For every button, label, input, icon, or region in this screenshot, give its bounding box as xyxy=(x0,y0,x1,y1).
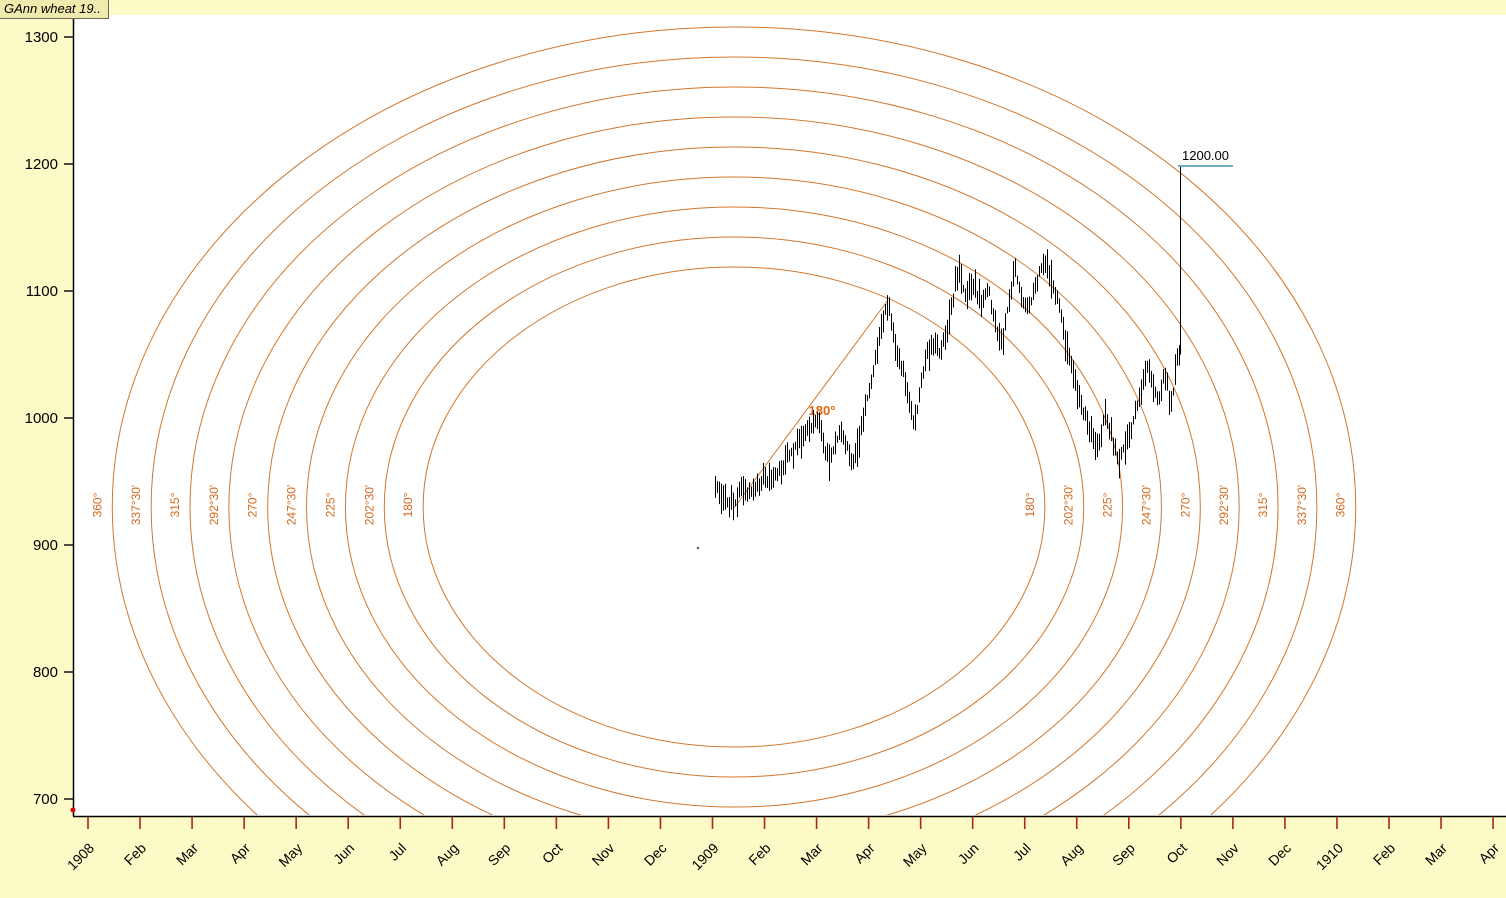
gann-ellipse-360 xyxy=(111,26,1357,815)
price-bars xyxy=(715,249,1180,521)
x-tick-label: Mar xyxy=(173,840,202,869)
trend-ray-label: 180° xyxy=(809,403,836,418)
gann-ellipses xyxy=(111,26,1357,815)
gann-ring-label-right-337.5: 337°30' xyxy=(1295,485,1309,525)
origin-marker-dot xyxy=(70,807,76,813)
y-tick-label: 1000 xyxy=(25,410,58,427)
y-tick-label: 1300 xyxy=(25,29,58,46)
gann-ellipse-202.5 xyxy=(383,236,1085,778)
price-level-label: 1200.00 xyxy=(1182,148,1229,163)
gann-ring-label-right-180: 180° xyxy=(1023,492,1037,517)
x-tick-label: 1908 xyxy=(64,840,97,873)
gann-ring-label-left-202.5: 202°30' xyxy=(362,485,376,525)
x-tick-label: Feb xyxy=(121,840,150,869)
gann-ring-label-right-315: 315° xyxy=(1256,492,1270,517)
x-tick-label: Oct xyxy=(539,840,566,867)
x-tick-label: 1909 xyxy=(688,840,721,873)
gann-ring-label-left-247.5: 247°30' xyxy=(285,485,299,525)
x-tick-label: Sep xyxy=(1109,840,1138,869)
gann-ellipse-225 xyxy=(344,206,1124,808)
price-level-group: 1200.00 xyxy=(1178,148,1233,355)
x-tick-label: Apr xyxy=(851,840,878,867)
gann-ring-label-right-247.5: 247°30' xyxy=(1139,485,1153,525)
x-tick-label: Oct xyxy=(1163,840,1190,867)
trend-ray-line[interactable] xyxy=(733,299,889,509)
gann-ring-label-right-360: 360° xyxy=(1334,492,1348,517)
gann-ring-label-left-180: 180° xyxy=(401,492,415,517)
gann-ring-label-right-270: 270° xyxy=(1178,492,1192,517)
gann-ellipse-labels: 180° 180° 202°30' 202°30' 225° 225° 247°30' 247… xyxy=(90,485,1347,525)
y-tick-label: 700 xyxy=(33,791,58,808)
x-tick-label: Sep xyxy=(485,840,514,869)
gann-ellipse-247.5 xyxy=(306,176,1162,815)
x-tick-label: Jul xyxy=(1010,840,1034,864)
x-axis-ticks: 1908 Feb Mar Apr May Jun Jul Aug Sep Oct Nov Dec 190… xyxy=(64,817,1502,873)
x-tick-label: Feb xyxy=(1370,840,1399,869)
y-tick-label: 800 xyxy=(33,664,58,681)
x-tick-label: Jun xyxy=(330,840,357,867)
gann-ellipse-315 xyxy=(189,86,1279,815)
gann-ring-label-left-337.5: 337°30' xyxy=(129,485,143,525)
gann-ring-label-left-270: 270° xyxy=(246,492,260,517)
gann-ring-label-right-225: 225° xyxy=(1101,492,1115,517)
gann-ellipse-180 xyxy=(422,266,1046,748)
gann-ring-label-left-315: 315° xyxy=(168,492,182,517)
gann-ellipse-270 xyxy=(267,146,1201,815)
x-tick-label: Jun xyxy=(955,840,982,867)
gann-ring-label-left-225: 225° xyxy=(323,492,337,517)
x-tick-label: Dec xyxy=(641,840,670,869)
x-tick-label: Nov xyxy=(589,840,618,869)
x-tick-label: May xyxy=(900,840,930,870)
x-tick-label: Aug xyxy=(432,840,461,869)
x-tick-label: Feb xyxy=(745,840,774,869)
x-tick-label: Mar xyxy=(1422,840,1451,869)
y-axis-ticks: 1300 1200 1100 1000 900 800 700 xyxy=(25,29,73,808)
gann-ring-label-left-292.5: 292°30' xyxy=(207,485,221,525)
axes xyxy=(72,15,1506,818)
trend-ray-group: 180° xyxy=(733,299,889,509)
x-tick-label: Aug xyxy=(1057,840,1086,869)
y-tick-label: 1100 xyxy=(26,283,58,300)
x-tick-label: Jul xyxy=(385,840,409,864)
x-tick-label: Mar xyxy=(797,840,826,869)
gann-ellipse-292.5 xyxy=(228,116,1240,815)
y-tick-label: 900 xyxy=(33,537,58,554)
gann-ring-label-right-292.5: 292°30' xyxy=(1217,485,1231,525)
gann-ellipse-337.5 xyxy=(150,56,1318,815)
x-tick-label: 1910 xyxy=(1313,840,1346,873)
gann-ring-label-left-360: 360° xyxy=(90,492,104,517)
x-tick-label: May xyxy=(275,840,305,870)
gann-center-dot[interactable] xyxy=(696,546,700,550)
x-tick-label: Apr xyxy=(227,840,254,867)
chart-tab[interactable]: GAnn wheat 19.. xyxy=(0,0,109,19)
x-tick-label: Dec xyxy=(1265,840,1294,869)
y-tick-label: 1200 xyxy=(25,156,58,173)
x-tick-label: Apr xyxy=(1475,840,1502,867)
gann-ring-label-right-202.5: 202°30' xyxy=(1062,485,1076,525)
plot-area[interactable] xyxy=(73,15,1506,816)
x-tick-label: Nov xyxy=(1213,840,1242,869)
